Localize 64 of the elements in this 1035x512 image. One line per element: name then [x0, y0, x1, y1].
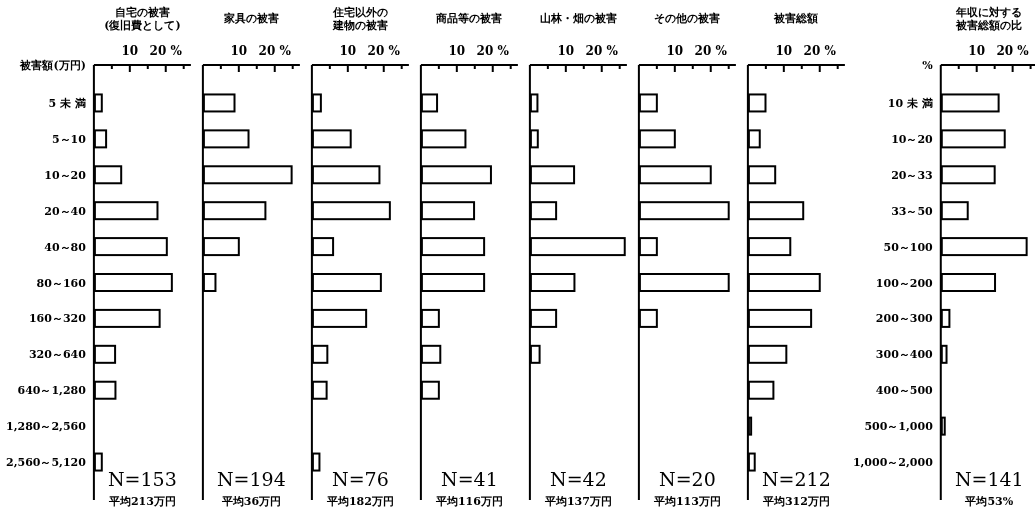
annotation: 平均36万円	[220, 495, 282, 508]
x-tick-label: 10	[968, 44, 986, 58]
annotation: N=194	[216, 468, 286, 490]
y-tick-label: 1,000～2,000	[852, 456, 934, 470]
x-tick-label: 10	[121, 44, 139, 58]
chart-title: 商品等の被害	[435, 12, 503, 25]
y-tick-label: 500～1,000	[864, 420, 934, 434]
y-tick-label: 300～400	[875, 348, 934, 362]
annotation: 平均312万円	[761, 495, 830, 508]
y-tick-label: 10～20	[44, 168, 87, 182]
x-tick-label: 10	[230, 44, 248, 58]
y-tick-label: 5～10	[51, 132, 87, 146]
x-tick-label: 20 %	[803, 44, 837, 58]
annotation: N=76	[332, 468, 389, 490]
x-tick-label: 20 %	[585, 44, 619, 58]
annotation: 平均182万円	[325, 495, 394, 508]
chart-title: 自宅の被害(復旧費として)	[104, 6, 181, 32]
x-tick-label: 20 %	[694, 44, 728, 58]
y-tick-label: 10～20	[891, 132, 934, 146]
chart-title: 住宅以外の建物の被害	[331, 6, 388, 32]
y-tick-label: 200～300	[875, 312, 934, 326]
x-tick-label: 10	[775, 44, 793, 58]
annotation: N=42	[550, 468, 607, 490]
x-tick-label: 20 %	[476, 44, 510, 58]
y-tick-label: 400～500	[875, 384, 934, 398]
chart-title: 被害総額	[773, 12, 819, 25]
x-tick-label: 20 %	[258, 44, 292, 58]
chart-title: 家具の被害	[222, 12, 279, 25]
annotation: N=212	[761, 468, 831, 490]
y-tick-label: 5 未 満	[48, 96, 86, 110]
annotation: N=20	[659, 468, 716, 490]
y-tick-label: 160～320	[28, 312, 87, 326]
y-tick-label: 50～100	[883, 240, 934, 254]
y-tick-label: 640～1,280	[17, 384, 87, 398]
annotation: N=153	[107, 468, 177, 490]
chart-title: その他の被害	[654, 12, 721, 25]
chart-title: 年収に対する被害総額の比	[955, 6, 1023, 32]
annotation: 平均113万円	[652, 495, 721, 508]
y-tick-label: 2,560～5,120	[6, 456, 87, 470]
annotation: N=41	[441, 468, 498, 490]
y-tick-label: 80～160	[36, 276, 87, 290]
annotation: 平均137万円	[543, 495, 612, 508]
annotation: 平均53%	[964, 495, 1014, 508]
y-tick-label: 1,280～2,560	[6, 420, 87, 434]
x-tick-label: 10	[557, 44, 575, 58]
y-tick-label: 40～80	[44, 240, 87, 254]
y-axis-title: 被害額(万円)	[19, 59, 86, 72]
y-tick-label: 320～640	[28, 348, 87, 362]
y-tick-label: 33～50	[891, 204, 934, 218]
annotation: 平均116万円	[434, 495, 503, 508]
x-tick-label: 20 %	[149, 44, 183, 58]
x-tick-label: 10	[448, 44, 466, 58]
chart-title: 山林・畑の被害	[539, 12, 617, 25]
annotation: N=141	[954, 468, 1024, 490]
x-tick-label: 20 %	[996, 44, 1030, 58]
y-tick-label: 20～40	[44, 204, 87, 218]
y-tick-label: 20～33	[891, 168, 933, 182]
x-tick-label: 10	[339, 44, 357, 58]
x-tick-label: 20 %	[367, 44, 401, 58]
y-tick-label: 10 未 満	[887, 96, 933, 110]
y-axis-title: %	[922, 59, 934, 72]
x-tick-label: 10	[666, 44, 684, 58]
annotation: 平均213万円	[107, 495, 176, 508]
y-tick-label: 100～200	[875, 276, 934, 290]
